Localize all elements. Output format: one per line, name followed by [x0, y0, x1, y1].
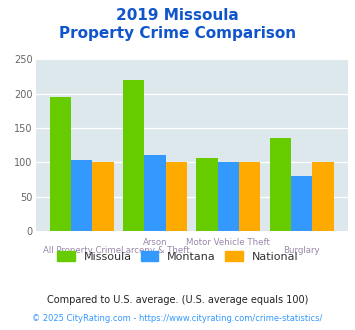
Bar — [196, 157, 218, 231]
Legend: Missoula, Montana, National: Missoula, Montana, National — [53, 247, 302, 267]
Text: Larceny & Theft: Larceny & Theft — [121, 246, 189, 255]
Bar — [50, 97, 71, 231]
Bar — [239, 162, 260, 231]
Text: Motor Vehicle Theft: Motor Vehicle Theft — [186, 238, 270, 247]
Bar — [166, 162, 187, 231]
Text: Burglary: Burglary — [283, 246, 320, 255]
Text: Property Crime Comparison: Property Crime Comparison — [59, 26, 296, 41]
Bar — [92, 162, 114, 231]
Bar — [291, 176, 312, 231]
Text: 2019 Missoula: 2019 Missoula — [116, 8, 239, 23]
Bar — [270, 138, 291, 231]
Text: Arson: Arson — [143, 238, 167, 247]
Text: Compared to U.S. average. (U.S. average equals 100): Compared to U.S. average. (U.S. average … — [47, 295, 308, 305]
Bar — [144, 155, 166, 231]
Bar — [312, 162, 334, 231]
Text: © 2025 CityRating.com - https://www.cityrating.com/crime-statistics/: © 2025 CityRating.com - https://www.city… — [32, 314, 323, 323]
Bar — [123, 80, 144, 231]
Text: All Property Crime: All Property Crime — [43, 246, 121, 255]
Bar — [218, 162, 239, 231]
Bar — [71, 160, 92, 231]
